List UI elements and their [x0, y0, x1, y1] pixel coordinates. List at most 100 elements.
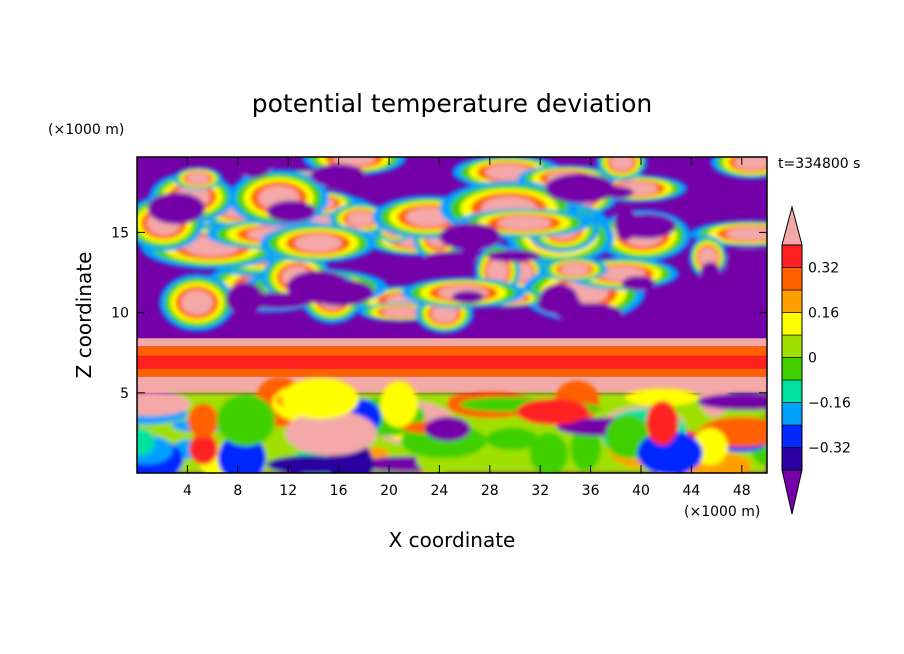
field-blob	[189, 433, 218, 465]
field-blob	[424, 416, 471, 442]
field-blob	[699, 261, 722, 288]
time-label: t=334800 s	[778, 156, 860, 172]
colorbar-frame	[781, 244, 803, 471]
field-blob	[545, 173, 616, 204]
field-blob	[244, 292, 313, 309]
x-tick-label: 48	[733, 483, 751, 499]
field-blob	[147, 192, 206, 225]
field-blob	[333, 157, 376, 167]
colorbar-bin	[781, 379, 803, 403]
band-stripe	[137, 355, 767, 369]
colorbar-tick-label: 0.32	[808, 261, 839, 277]
x-tick-label: 36	[582, 483, 600, 499]
y-axis: 5 10 15	[111, 225, 767, 402]
colorbar-tick-label: 0.16	[808, 306, 839, 322]
y-tick-label: 5	[120, 386, 129, 402]
colorbar-bin	[781, 357, 803, 381]
colorbar-extend-low	[781, 469, 803, 515]
field-blob	[187, 403, 219, 439]
band-stripe	[137, 346, 767, 356]
x-tick-label: 40	[632, 483, 650, 499]
x-axis: 4 8 12 16 20 24 28 32 36 40 44 48	[183, 157, 751, 499]
field-blob	[485, 427, 539, 451]
y-tick-label: 10	[111, 306, 129, 322]
field-blob	[226, 282, 264, 316]
x-tick-label: 28	[481, 483, 499, 499]
upper-layer	[137, 157, 767, 334]
field-blob	[310, 163, 366, 188]
field-blob	[604, 186, 634, 199]
field-blob	[646, 400, 679, 446]
field-blob	[439, 222, 502, 251]
colorbar-tick-label: 0	[808, 351, 817, 367]
field-blob	[380, 380, 418, 428]
field-blob	[570, 425, 602, 472]
band-stripe	[137, 338, 767, 347]
x-tick-label: 12	[279, 483, 297, 499]
y-axis-label: Z coordinate	[72, 252, 96, 379]
colorbar-bin	[781, 244, 803, 268]
y-unit-label: (×1000 m)	[48, 122, 124, 138]
field-blob	[186, 172, 210, 185]
field-blob	[307, 279, 374, 306]
x-unit-label: (×1000 m)	[684, 504, 760, 520]
field-blob	[137, 428, 156, 456]
field-blob	[560, 263, 590, 276]
x-axis-label: X coordinate	[389, 528, 516, 552]
x-tick-label: 8	[233, 483, 242, 499]
field-blob	[431, 304, 458, 323]
field-blob	[282, 378, 359, 420]
field-blob	[697, 393, 767, 411]
heatmap-field	[137, 157, 767, 473]
field-blob	[180, 290, 214, 315]
colorbar-extend-high	[781, 205, 803, 246]
y-tick-label: 15	[111, 225, 129, 241]
field-blob	[726, 227, 767, 241]
field-blob	[137, 392, 191, 416]
colorbar-bin	[781, 334, 803, 358]
colorbar-bin	[781, 424, 803, 448]
x-tick-label: 20	[380, 483, 398, 499]
field-blob	[237, 157, 273, 178]
lower-layer	[137, 376, 767, 473]
field-blob	[497, 215, 551, 231]
colorbar-tick-label: −0.32	[808, 441, 851, 457]
chart-title: potential temperature deviation	[252, 89, 652, 118]
field-blob	[724, 250, 767, 277]
field-blob	[614, 206, 637, 241]
x-tick-label: 24	[430, 483, 448, 499]
plot-frame	[136, 156, 768, 474]
field-blob	[382, 306, 419, 318]
x-tick-label: 44	[682, 483, 700, 499]
mid-band	[137, 338, 767, 393]
colorbar-bin	[781, 312, 803, 336]
colorbar-bin	[781, 447, 803, 471]
colorbar-tick-label: −0.16	[808, 396, 851, 412]
field-blob	[216, 394, 276, 447]
field-blob	[621, 275, 656, 291]
field-blob	[698, 247, 718, 267]
colorbar: 0.32 0.16 0 −0.16 −0.32	[781, 205, 851, 515]
field-blob	[405, 207, 452, 227]
field-blob	[294, 234, 342, 253]
colorbar-bin	[781, 402, 803, 426]
field-blob	[625, 388, 699, 406]
x-tick-label: 16	[330, 483, 348, 499]
band-stripe	[137, 368, 767, 377]
field-blob	[285, 410, 377, 456]
field-blob	[487, 249, 541, 262]
field-blob	[516, 398, 590, 425]
field-blob	[529, 432, 569, 473]
field-blob	[347, 211, 375, 227]
colorbar-bin	[781, 289, 803, 313]
colorbar-bin	[781, 267, 803, 291]
field-blob	[266, 200, 316, 223]
field-blob	[734, 157, 767, 171]
x-tick-label: 32	[531, 483, 549, 499]
field-blob	[452, 290, 485, 304]
field-blob	[536, 293, 582, 315]
field-blob	[610, 157, 634, 171]
field-blob	[486, 258, 509, 283]
x-tick-label: 4	[183, 483, 192, 499]
